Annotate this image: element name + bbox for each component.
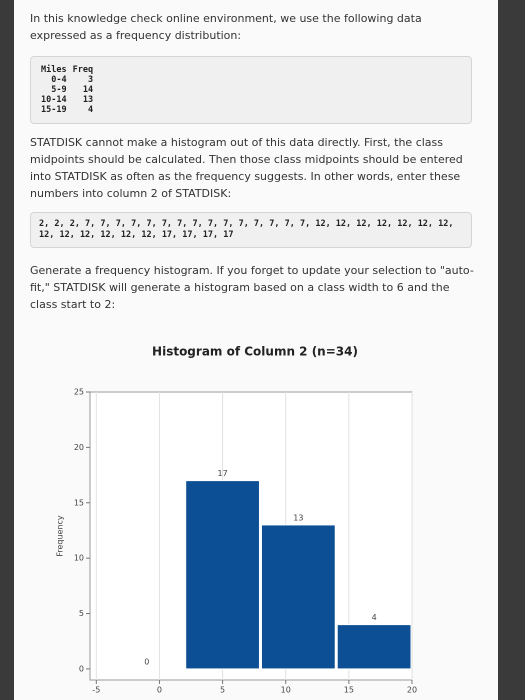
x-tick-label: 15 — [344, 686, 354, 695]
instructions: STATDISK cannot make a histogram out of … — [30, 136, 463, 200]
y-tick-label: 25 — [74, 388, 84, 397]
cell: 4 — [87, 105, 94, 115]
y-tick-label: 20 — [74, 443, 84, 452]
document: In this knowledge check online environme… — [14, 0, 498, 700]
value-label: 13 — [293, 513, 303, 522]
frequency-table: Miles Freq 0-4 3 5-9 14 10-14 13 15-19 4 — [41, 65, 99, 115]
cell: 0-4 — [51, 75, 67, 85]
cell: 10-14 — [41, 95, 67, 105]
y-tick-label: 0 — [79, 664, 84, 673]
cell: 3 — [87, 75, 94, 85]
value-label: 17 — [217, 469, 227, 478]
cell: 15-19 — [41, 105, 67, 115]
x-tick-label: 10 — [281, 686, 291, 695]
table-box: Miles Freq 0-4 3 5-9 14 10-14 13 15-19 4 — [30, 56, 472, 124]
chart: Histogram of Column 2 (n=34) Frequency 0… — [56, 345, 418, 695]
header-cell: Miles — [41, 65, 67, 75]
header-cell: Freq — [72, 65, 94, 75]
value-label: 0 — [144, 657, 149, 666]
chart-title: Histogram of Column 2 (n=34) — [152, 345, 358, 359]
bar — [336, 624, 412, 670]
y-tick-label: 10 — [74, 554, 84, 563]
note: Generate a frequency histogram. If you f… — [30, 264, 474, 311]
x-tick-label: 0 — [157, 686, 162, 695]
code-box: 2, 2, 2, 7, 7, 7, 7, 7, 7, 7, 7, 7, 7, 7… — [30, 212, 472, 248]
x-tick-label: 20 — [407, 686, 417, 695]
y-tick-label: 5 — [79, 609, 84, 618]
x-tick-label: 5 — [220, 686, 225, 695]
cell: 14 — [82, 85, 94, 95]
value-label: 4 — [372, 613, 377, 622]
bar — [260, 524, 336, 670]
intro: In this knowledge check online environme… — [30, 12, 422, 42]
y-axis-label: Frequency — [56, 515, 65, 557]
cell: 5-9 — [51, 85, 67, 95]
cell: 13 — [82, 95, 94, 105]
bar — [185, 480, 260, 670]
x-tick-label: -5 — [92, 686, 100, 695]
y-tick-label: 15 — [74, 498, 84, 507]
